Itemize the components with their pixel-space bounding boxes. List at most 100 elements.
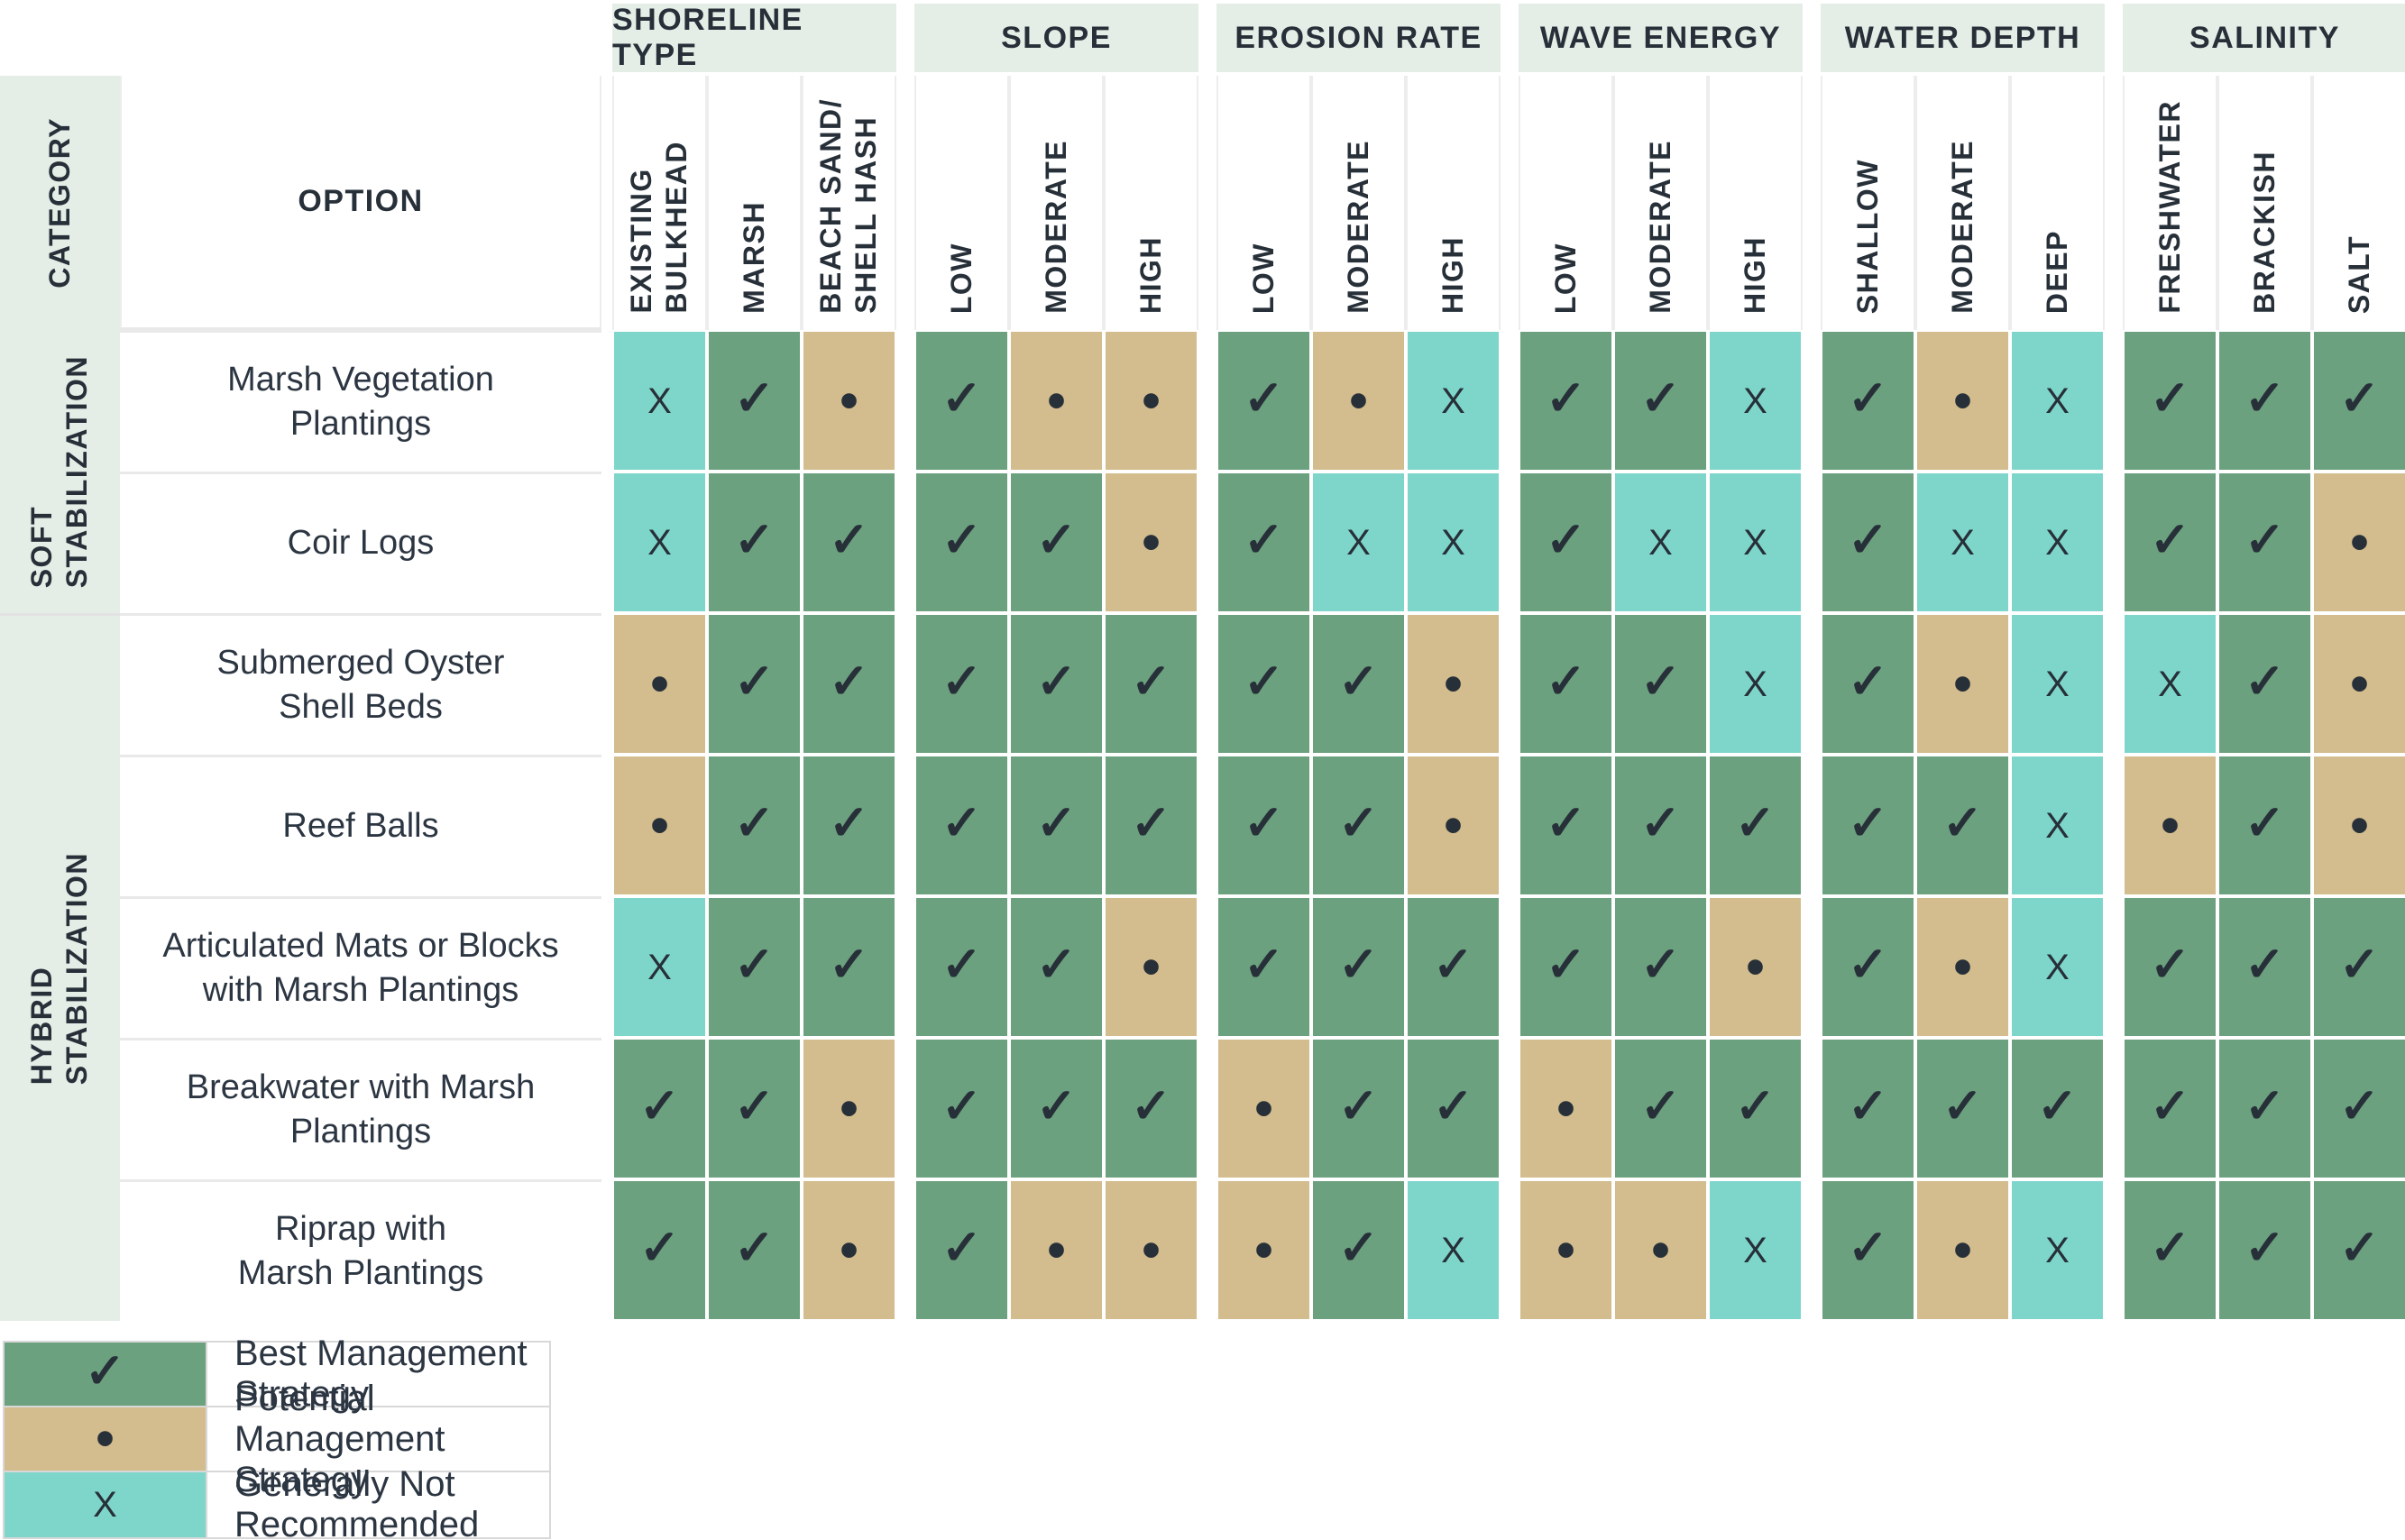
- check-mark: ✓: [1035, 937, 1078, 992]
- matrix-cell-best: ✓: [1009, 755, 1104, 896]
- matrix-cell-best: ✓: [1613, 1038, 1708, 1179]
- option-label: Riprap with Marsh Plantings: [120, 1179, 601, 1321]
- column-header: LOW: [1216, 76, 1311, 330]
- group-title: EROSION RATE: [1216, 4, 1501, 72]
- column-header-label: DEEP: [2040, 229, 2073, 314]
- dot-mark: •: [1953, 654, 1972, 713]
- option-label: Marsh Vegetation Plantings: [120, 330, 601, 472]
- legend: ✓ Best Management Strategy • Potential M…: [3, 1334, 551, 1540]
- check-mark: ✓: [1847, 1078, 1889, 1133]
- check-icon: ✓: [84, 1344, 126, 1398]
- matrix-cell-best: ✓: [1613, 330, 1708, 472]
- matrix-cell-best: ✓: [1821, 330, 1915, 472]
- check-mark: ✓: [2149, 512, 2191, 567]
- matrix-cell-best: ✓: [1104, 1038, 1198, 1179]
- matrix-cell-best: ✓: [1708, 755, 1803, 896]
- check-mark: ✓: [1243, 371, 1285, 426]
- x-mark: X: [647, 522, 672, 563]
- matrix-cell-best: ✓: [2217, 1179, 2312, 1321]
- x-mark: X: [647, 380, 672, 421]
- matrix-cell-best: ✓: [1216, 896, 1311, 1038]
- column-header: SHALLOW: [1821, 76, 1915, 330]
- matrix-cell-best: ✓: [1009, 613, 1104, 755]
- matrix-cell-best: ✓: [1406, 1038, 1501, 1179]
- matrix-cell-not-recommended: X: [2010, 755, 2105, 896]
- check-mark: ✓: [2149, 371, 2191, 426]
- column-header: MARSH: [707, 76, 802, 330]
- dot-mark: •: [2350, 512, 2369, 572]
- matrix-cell-best: ✓: [707, 472, 802, 613]
- check-mark: ✓: [2244, 937, 2286, 992]
- x-mark: X: [1441, 522, 1465, 563]
- check-mark: ✓: [2338, 1078, 2381, 1133]
- x-mark: X: [2045, 522, 2070, 563]
- matrix-cell-not-recommended: X: [1406, 472, 1501, 613]
- matrix-cell-best: ✓: [707, 1179, 802, 1321]
- matrix-cell-best: ✓: [1311, 755, 1406, 896]
- matrix-cell-potential: •: [802, 330, 896, 472]
- x-mark: X: [1743, 380, 1767, 421]
- x-mark: X: [647, 947, 672, 987]
- check-mark: ✓: [941, 937, 983, 992]
- check-mark: ✓: [1243, 795, 1285, 850]
- check-mark: ✓: [2036, 1078, 2079, 1133]
- matrix-cell-best: ✓: [1216, 472, 1311, 613]
- matrix-cell-best: ✓: [1311, 1179, 1406, 1321]
- legend-label-best: Best Management Strategy: [206, 1334, 549, 1414]
- check-mark: ✓: [733, 1078, 776, 1133]
- check-mark: ✓: [1847, 371, 1889, 426]
- matrix-cell-potential: •: [1708, 896, 1803, 1038]
- matrix-cell-potential: •: [802, 1179, 896, 1321]
- check-mark: ✓: [1130, 654, 1172, 709]
- check-mark: ✓: [733, 512, 776, 567]
- check-mark: ✓: [1639, 1078, 1682, 1133]
- check-mark: ✓: [733, 937, 776, 992]
- category-label-text: HYBRID STABILIZATION: [25, 851, 94, 1086]
- matrix-cell-best: ✓: [1009, 472, 1104, 613]
- matrix-cell-potential: •: [1104, 1179, 1198, 1321]
- x-mark: X: [2045, 805, 2070, 846]
- check-mark: ✓: [1941, 795, 1984, 850]
- matrix-cell-potential: •: [2312, 613, 2405, 755]
- matrix-cell-not-recommended: X: [1406, 330, 1501, 472]
- matrix-cell-best: ✓: [2123, 1179, 2217, 1321]
- check-mark: ✓: [2149, 1078, 2191, 1133]
- dot-mark: •: [1047, 1220, 1066, 1279]
- check-mark: ✓: [1035, 795, 1078, 850]
- dot-mark: •: [1444, 654, 1463, 713]
- matrix-cell-best: ✓: [802, 613, 896, 755]
- check-mark: ✓: [2244, 371, 2286, 426]
- column-header: MODERATE: [1613, 76, 1708, 330]
- dot-mark: •: [1953, 1220, 1972, 1279]
- check-mark: ✓: [1432, 937, 1474, 992]
- dot-mark: •: [840, 1220, 858, 1279]
- matrix-cell-potential: •: [1216, 1179, 1311, 1321]
- matrix-cell-best: ✓: [707, 896, 802, 1038]
- check-mark: ✓: [1545, 654, 1587, 709]
- check-mark: ✓: [828, 654, 870, 709]
- dot-mark: •: [2350, 654, 2369, 713]
- matrix-cell-best: ✓: [1708, 1038, 1803, 1179]
- matrix-cell-best: ✓: [2217, 472, 2312, 613]
- check-mark: ✓: [1130, 795, 1172, 850]
- option-label: Breakwater with Marsh Plantings: [120, 1038, 601, 1179]
- legend-label-not-recommended: Generally Not Recommended: [206, 1464, 549, 1540]
- matrix-cell-potential: •: [1104, 472, 1198, 613]
- matrix-cell-best: ✓: [2123, 330, 2217, 472]
- column-header: HIGH: [1708, 76, 1803, 330]
- dot-mark: •: [1444, 795, 1463, 855]
- x-icon: X: [93, 1485, 117, 1525]
- column-header: DEEP: [2010, 76, 2105, 330]
- column-header-label: HIGH: [1134, 236, 1167, 314]
- matrix-cell-best: ✓: [2123, 1038, 2217, 1179]
- matrix-cell-best: ✓: [707, 755, 802, 896]
- matrix-cell-not-recommended: X: [2123, 613, 2217, 755]
- matrix-cell-not-recommended: X: [1915, 472, 2010, 613]
- column-header: HIGH: [1104, 76, 1198, 330]
- dot-mark: •: [1953, 371, 1972, 430]
- x-mark: X: [2045, 1230, 2070, 1270]
- matrix-cell-best: ✓: [1821, 896, 1915, 1038]
- matrix-cell-best: ✓: [2217, 330, 2312, 472]
- matrix-cell-potential: •: [1915, 896, 2010, 1038]
- matrix-cell-best: ✓: [914, 330, 1009, 472]
